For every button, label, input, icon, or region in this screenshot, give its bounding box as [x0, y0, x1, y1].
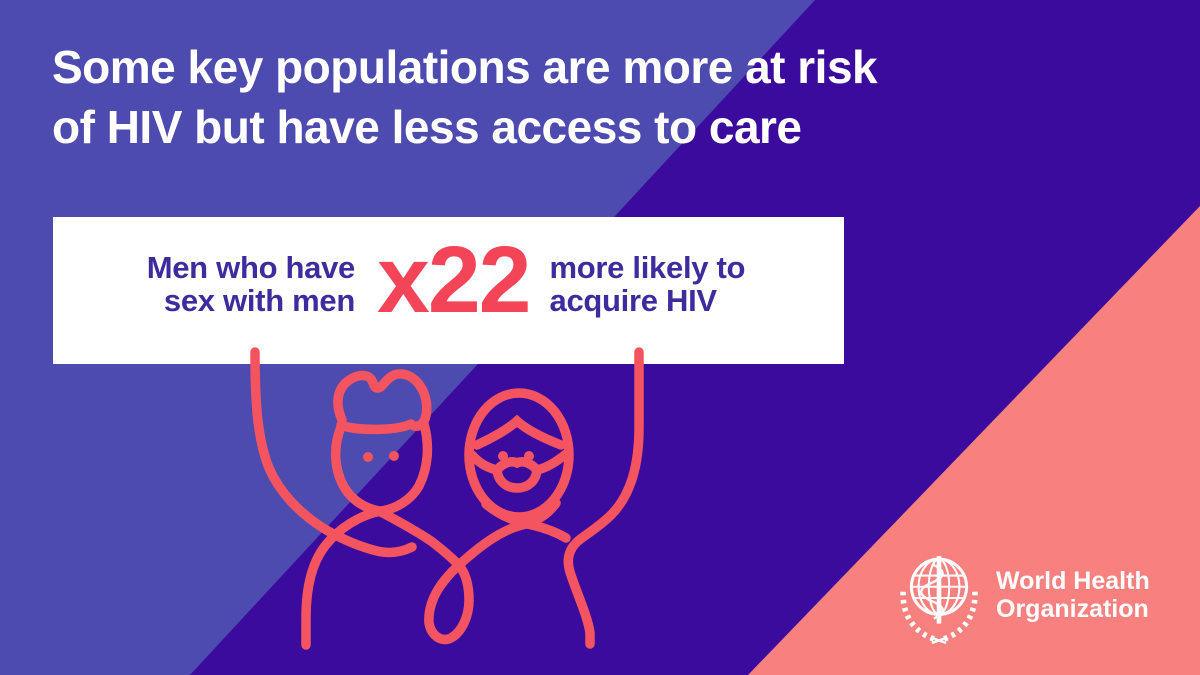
who-globe-laurel-staff-emblem-icon — [900, 556, 978, 644]
who-logo: World Health Organization — [894, 550, 1150, 644]
who-name-line-2: Organization — [996, 595, 1149, 623]
stat-card: Men who have sex with men x22 more likel… — [53, 217, 844, 364]
headline-line-2: of HIV but have less access to care — [52, 101, 802, 153]
outcome-label: more likely to acquire HIV — [550, 251, 746, 317]
left-figure — [250, 347, 561, 650]
population-line-2: sex with men — [163, 282, 355, 318]
right-figure — [464, 347, 644, 649]
outcome-line-1: more likely to — [549, 249, 746, 285]
headline: Some key populations are more at risk of… — [52, 37, 878, 157]
population-line-1: Men who have — [146, 249, 356, 285]
who-wordmark: World Health Organization — [996, 567, 1150, 623]
headline-line-1: Some key populations are more at risk — [52, 41, 878, 93]
who-name-line-1: World Health — [996, 567, 1150, 595]
population-label: Men who have sex with men — [91, 249, 356, 318]
multiplier-value: x22 — [377, 227, 532, 333]
outcome-line-2: acquire HIV — [549, 282, 718, 318]
